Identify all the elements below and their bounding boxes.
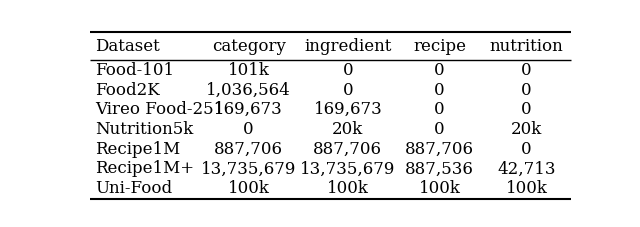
Text: 0: 0 [342,81,353,99]
Text: ingredient: ingredient [304,38,392,55]
Text: category: category [212,38,285,55]
Text: 20k: 20k [511,121,542,138]
Text: 0: 0 [342,62,353,79]
Text: 13,735,679: 13,735,679 [300,160,396,178]
Text: 100k: 100k [419,180,461,197]
Text: 100k: 100k [228,180,269,197]
Text: 0: 0 [435,81,445,99]
Text: 887,706: 887,706 [314,141,382,158]
Text: 169,673: 169,673 [314,101,382,118]
Text: Nutrition5k: Nutrition5k [95,121,193,138]
Text: 0: 0 [243,121,254,138]
Text: 0: 0 [521,81,532,99]
Text: Vireo Food-251: Vireo Food-251 [95,101,224,118]
Text: recipe: recipe [413,38,466,55]
Text: Dataset: Dataset [95,38,159,55]
Text: 0: 0 [435,101,445,118]
Text: 100k: 100k [327,180,369,197]
Text: Recipe1M+: Recipe1M+ [95,160,194,178]
Text: 0: 0 [521,141,532,158]
Text: nutrition: nutrition [490,38,563,55]
Text: Recipe1M: Recipe1M [95,141,180,158]
Text: 100k: 100k [506,180,547,197]
Text: 887,536: 887,536 [405,160,474,178]
Text: 0: 0 [521,62,532,79]
Text: 20k: 20k [332,121,364,138]
Text: 101k: 101k [228,62,269,79]
Text: 42,713: 42,713 [497,160,556,178]
Text: 169,673: 169,673 [214,101,283,118]
Text: 0: 0 [435,121,445,138]
Text: 1,036,564: 1,036,564 [206,81,291,99]
Text: Food2K: Food2K [95,81,159,99]
Text: 887,706: 887,706 [405,141,474,158]
Text: 13,735,679: 13,735,679 [201,160,296,178]
Text: Food-101: Food-101 [95,62,174,79]
Text: Uni-Food: Uni-Food [95,180,172,197]
Text: 0: 0 [521,101,532,118]
Text: 887,706: 887,706 [214,141,283,158]
Text: 0: 0 [435,62,445,79]
